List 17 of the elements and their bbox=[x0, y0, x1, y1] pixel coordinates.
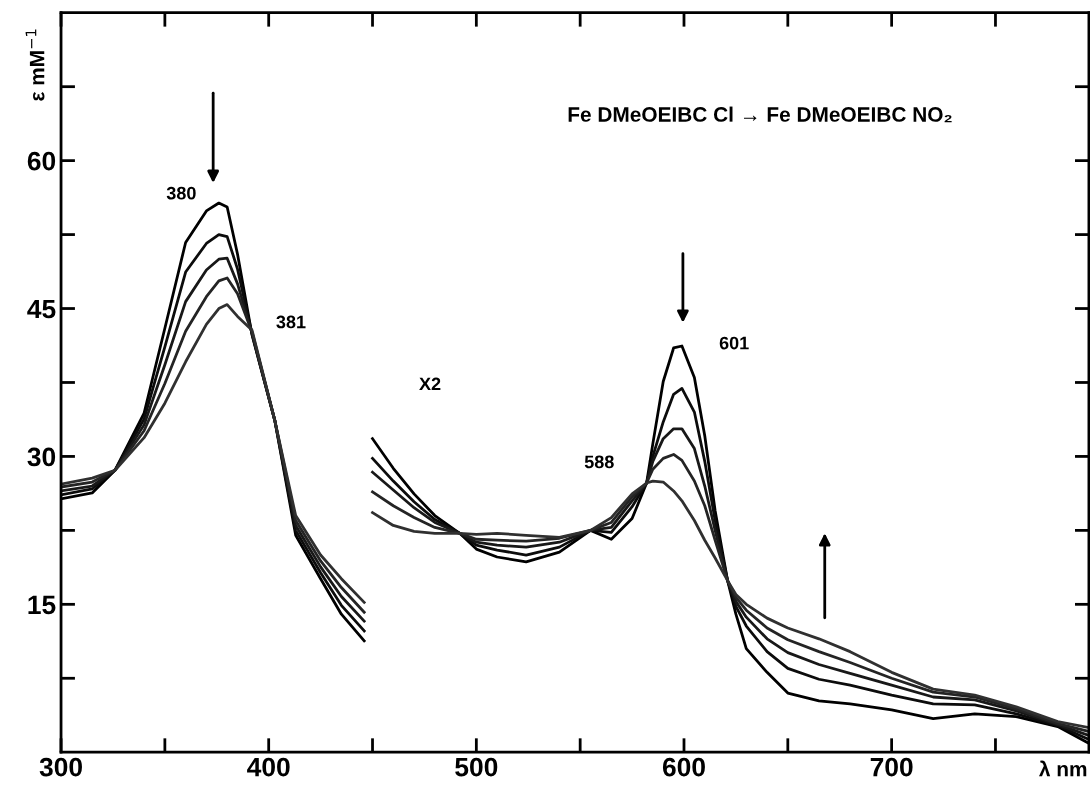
x-axis-title: λ nm bbox=[1038, 760, 1087, 777]
annotation: 588 bbox=[584, 455, 614, 469]
annotation: 381 bbox=[276, 315, 306, 329]
annotation: 601 bbox=[719, 336, 749, 350]
y-tick-label: 60 bbox=[27, 151, 56, 171]
y-tick-label: 45 bbox=[27, 299, 56, 319]
annotation: X2 bbox=[419, 377, 441, 391]
text: Fe DMeOEIBC Cl → Fe DMeOEIBC NO₂ bbox=[568, 106, 952, 123]
x-tick-label: 700 bbox=[870, 757, 913, 777]
y-tick-label: 30 bbox=[27, 447, 56, 467]
x-tick-label: 400 bbox=[247, 757, 290, 777]
y-axis-title: ε mM$^{−1}$ bbox=[25, 29, 45, 101]
x-tick-label: 300 bbox=[39, 757, 82, 777]
y-tick-label: 15 bbox=[28, 595, 56, 615]
x-tick-label: 600 bbox=[662, 757, 705, 777]
annotation: 380 bbox=[166, 186, 196, 200]
x-tick-label: 500 bbox=[455, 757, 498, 777]
